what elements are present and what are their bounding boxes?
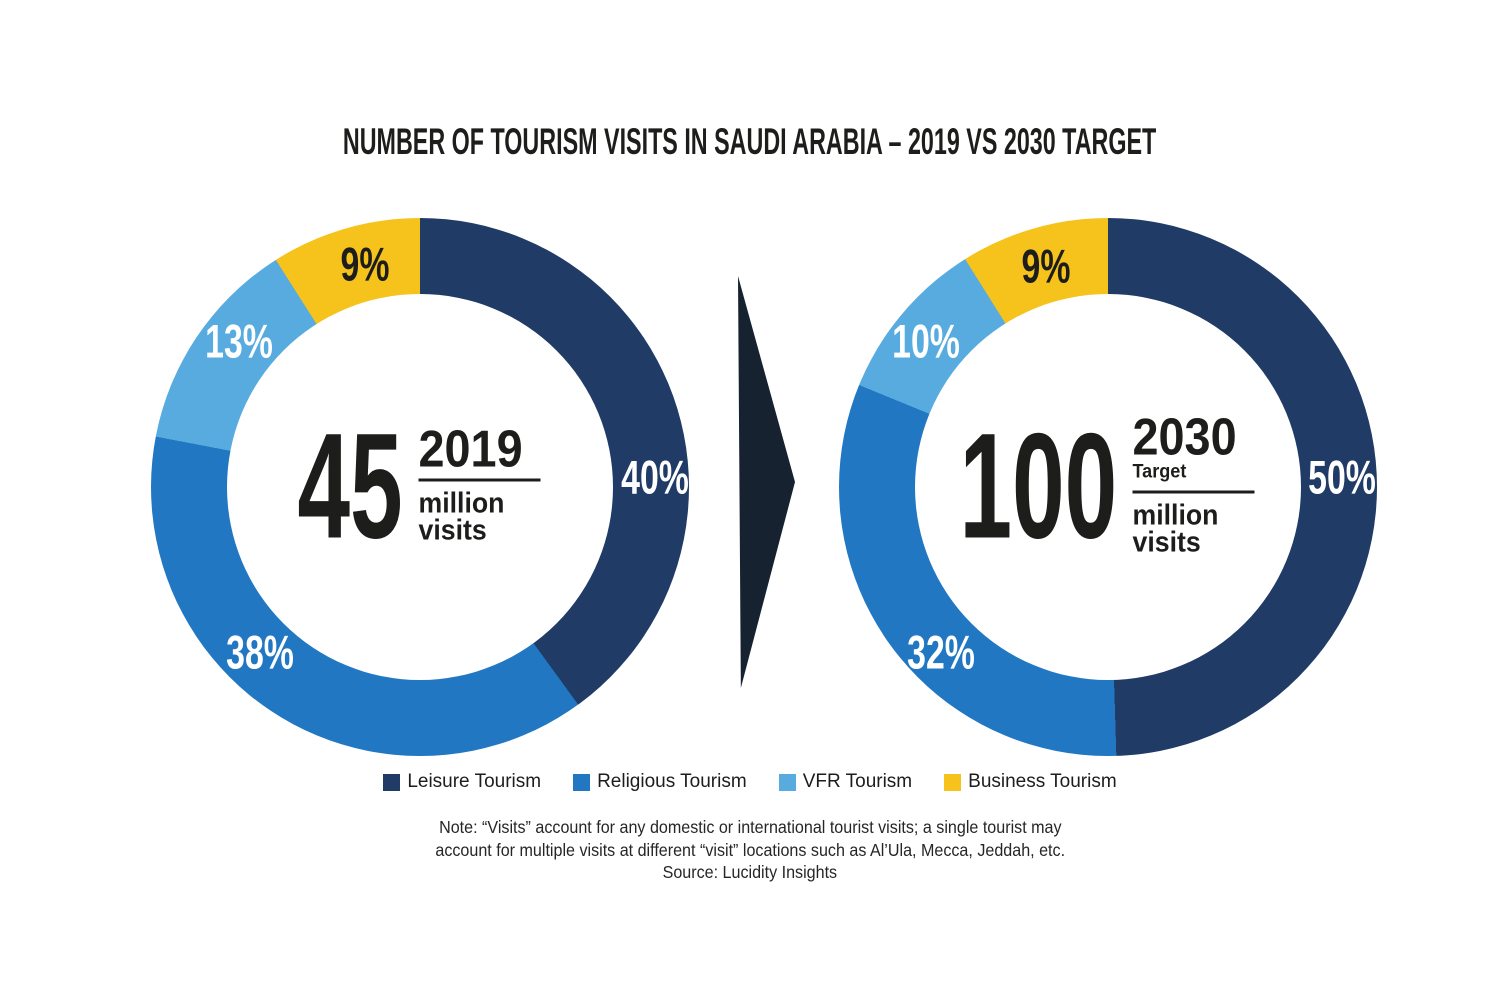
segment-label-religious-2030: 32% [907, 625, 975, 679]
center-value-2030: 100 [959, 401, 1118, 570]
legend-item-leisure: Leisure Tourism [383, 771, 541, 793]
legend: Leisure Tourism Religious Tourism VFR To… [0, 771, 1500, 793]
right-arrow-icon [738, 276, 795, 688]
center-divider [1132, 490, 1255, 494]
center-divider [418, 478, 541, 482]
legend-label-vfr: VFR Tourism [802, 771, 913, 792]
donut-chart-2030: 50% 32% 10% 9% 100 2030 Target million v… [839, 218, 1377, 756]
legend-item-religious: Religious Tourism [573, 771, 747, 793]
chart-title: NUMBER OF TOURISM VISITS IN SAUDI ARABIA… [343, 121, 1157, 162]
legend-label-business: Business Tourism [968, 771, 1117, 792]
center-unit-line1: million [1132, 499, 1219, 532]
legend-swatch-business-icon [944, 773, 962, 791]
legend-swatch-leisure-icon [383, 773, 401, 791]
center-year-2019: 2019 [418, 420, 523, 479]
footnote: Note: “Visits” account for any domestic … [0, 816, 1500, 884]
source-line: Source: Lucidity Insights [662, 862, 838, 882]
center-unit-line2: visits [418, 514, 487, 547]
note-line-1: Note: “Visits” account for any domestic … [438, 817, 1062, 837]
chart-title-row: NUMBER OF TOURISM VISITS IN SAUDI ARABIA… [0, 121, 1500, 163]
center-unit-line2: visits [1132, 526, 1201, 559]
segment-label-vfr-2030: 10% [892, 314, 960, 368]
legend-label-leisure: Leisure Tourism [407, 771, 542, 792]
donut-chart-2019: 40% 38% 13% 9% 45 2019 million visits [151, 218, 689, 756]
legend-item-vfr: VFR Tourism [778, 771, 913, 793]
center-block-2030: 100 2030 Target million visits [959, 401, 1257, 570]
segment-label-leisure-2019: 40% [621, 450, 689, 504]
legend-item-business: Business Tourism [944, 771, 1117, 793]
segment-label-business-2030: 9% [1021, 239, 1071, 293]
center-target-label: Target [1132, 461, 1187, 483]
segment-label-vfr-2019: 13% [205, 314, 273, 368]
center-unit-line1: million [418, 487, 505, 520]
legend-swatch-vfr-icon [778, 773, 796, 791]
donut-hole-2030 [915, 294, 1301, 680]
center-block-2019: 45 2019 million visits [297, 401, 543, 570]
center-year-2030: 2030 [1132, 408, 1237, 467]
segment-label-business-2019: 9% [340, 237, 390, 291]
donut-hole-2019 [227, 294, 613, 680]
legend-swatch-religious-icon [573, 773, 591, 791]
legend-label-religious: Religious Tourism [597, 771, 747, 792]
segment-label-leisure-2030: 50% [1308, 450, 1376, 504]
note-line-2: account for multiple visits at different… [435, 839, 1065, 860]
center-value-2019: 45 [297, 401, 403, 570]
segment-label-religious-2019: 38% [226, 625, 294, 679]
